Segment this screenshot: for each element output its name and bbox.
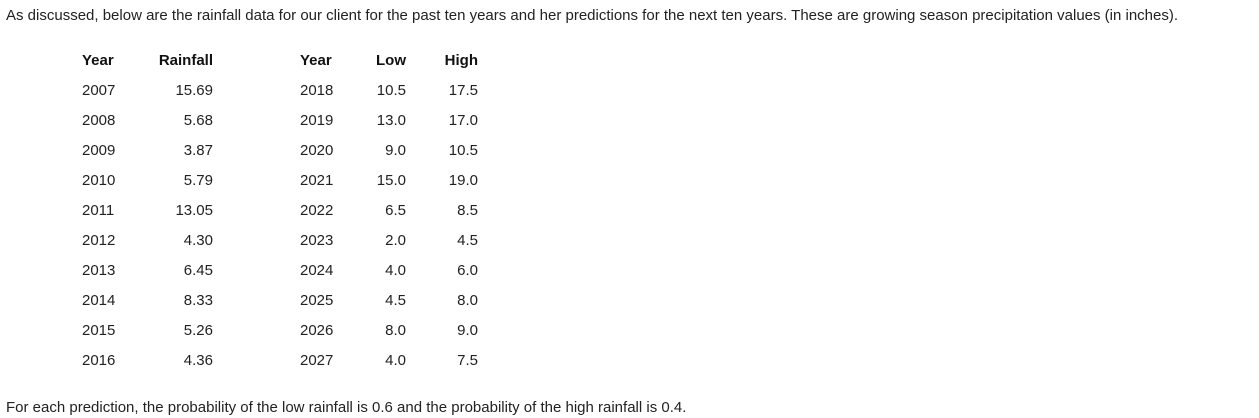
high-cell: 4.5 xyxy=(457,232,478,249)
table-row: 2019 13.0 17.0 xyxy=(300,106,478,136)
year-cell: 2012 xyxy=(82,232,116,249)
rainfall-cell: 4.30 xyxy=(183,232,213,249)
year-cell: 2015 xyxy=(82,322,116,339)
table-row: 2023 2.0 4.5 xyxy=(300,226,478,256)
table-row: 2027 4.0 7.5 xyxy=(300,346,478,376)
table-row: 2021 15.0 19.0 xyxy=(300,166,478,196)
year-cell: 2025 xyxy=(300,292,334,309)
header-high: High xyxy=(444,52,478,69)
table-row: 2010 5.79 xyxy=(82,166,213,196)
rainfall-cell: 15.69 xyxy=(175,82,213,99)
table-row: 2009 3.87 xyxy=(82,136,213,166)
header-rainfall: Rainfall xyxy=(158,52,213,69)
year-cell: 2007 xyxy=(82,82,116,99)
year-cell: 2011 xyxy=(82,202,115,219)
table-row: 2018 10.5 17.5 xyxy=(300,76,478,106)
table-row: 2014 8.33 xyxy=(82,286,213,316)
low-cell: 9.0 xyxy=(385,142,406,159)
rainfall-cell: 8.33 xyxy=(183,292,213,309)
high-cell: 17.5 xyxy=(448,82,478,99)
high-cell: 19.0 xyxy=(448,172,478,189)
table-row: 2012 4.30 xyxy=(82,226,213,256)
high-cell: 17.0 xyxy=(448,112,478,129)
intro-text: As discussed, below are the rainfall dat… xyxy=(6,7,1179,24)
table-row: 2020 9.0 10.5 xyxy=(300,136,478,166)
header-low: Low xyxy=(376,52,406,69)
table-header-row: Year Low High xyxy=(300,46,478,76)
high-cell: 8.0 xyxy=(457,292,478,309)
header-year: Year xyxy=(300,52,332,69)
rainfall-cell: 13.05 xyxy=(175,202,213,219)
year-cell: 2021 xyxy=(300,172,334,189)
year-cell: 2016 xyxy=(82,352,116,369)
year-cell: 2019 xyxy=(300,112,334,129)
table-row: 2022 6.5 8.5 xyxy=(300,196,478,226)
year-cell: 2018 xyxy=(300,82,334,99)
high-cell: 10.5 xyxy=(448,142,478,159)
low-cell: 4.5 xyxy=(385,292,406,309)
high-cell: 8.5 xyxy=(457,202,478,219)
year-cell: 2013 xyxy=(82,262,116,279)
table-row: 2026 8.0 9.0 xyxy=(300,316,478,346)
table-row: 2013 6.45 xyxy=(82,256,213,286)
low-cell: 15.0 xyxy=(376,172,406,189)
past-rainfall-table: Year Rainfall 2007 15.69 2008 5.68 2009 3.87 2… xyxy=(82,46,213,376)
year-cell: 2026 xyxy=(300,322,334,339)
header-year: Year xyxy=(82,52,114,69)
rainfall-cell: 5.79 xyxy=(183,172,213,189)
table-row: 2024 4.0 6.0 xyxy=(300,256,478,286)
low-cell: 4.0 xyxy=(385,352,406,369)
rainfall-cell: 6.45 xyxy=(183,262,213,279)
year-cell: 2022 xyxy=(300,202,334,219)
rainfall-cell: 4.36 xyxy=(183,352,213,369)
year-cell: 2020 xyxy=(300,142,334,159)
prediction-table: Year Low High 2018 10.5 17.5 2019 13.0 17.0 20… xyxy=(300,46,478,376)
low-cell: 13.0 xyxy=(376,112,406,129)
low-cell: 10.5 xyxy=(376,82,406,99)
rainfall-cell: 5.68 xyxy=(183,112,213,129)
year-cell: 2008 xyxy=(82,112,116,129)
rainfall-cell: 3.87 xyxy=(183,142,213,159)
year-cell: 2014 xyxy=(82,292,116,309)
high-cell: 7.5 xyxy=(457,352,478,369)
table-row: 2011 13.05 xyxy=(82,196,213,226)
table-row: 2015 5.26 xyxy=(82,316,213,346)
year-cell: 2010 xyxy=(82,172,116,189)
table-row: 2025 4.5 8.0 xyxy=(300,286,478,316)
low-cell: 2.0 xyxy=(385,232,406,249)
year-cell: 2009 xyxy=(82,142,116,159)
table-row: 2016 4.36 xyxy=(82,346,213,376)
table-row: 2008 5.68 xyxy=(82,106,213,136)
low-cell: 8.0 xyxy=(385,322,406,339)
low-cell: 6.5 xyxy=(385,202,406,219)
year-cell: 2027 xyxy=(300,352,334,369)
table-row: 2007 15.69 xyxy=(82,76,213,106)
year-cell: 2024 xyxy=(300,262,334,279)
table-header-row: Year Rainfall xyxy=(82,46,213,76)
high-cell: 6.0 xyxy=(457,262,478,279)
low-cell: 4.0 xyxy=(385,262,406,279)
year-cell: 2023 xyxy=(300,232,334,249)
high-cell: 9.0 xyxy=(457,322,478,339)
rainfall-cell: 5.26 xyxy=(183,322,213,339)
probability-note: For each prediction, the probability of … xyxy=(6,399,687,416)
